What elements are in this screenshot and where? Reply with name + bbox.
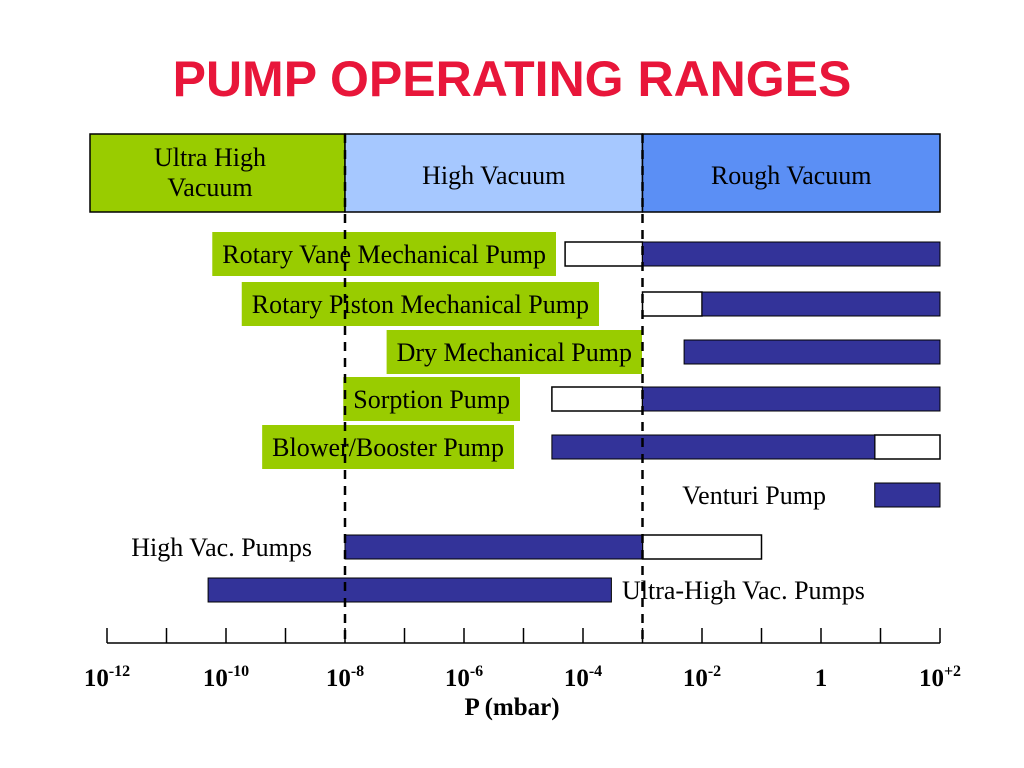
region-box xyxy=(344,133,644,213)
pump-label-box xyxy=(241,282,599,326)
pump-label-box xyxy=(386,330,642,374)
operating-range-bar xyxy=(642,386,941,412)
pump-row: Rotary Piston Mechanical Pump xyxy=(241,282,941,326)
operating-range-bar xyxy=(683,339,941,365)
x-tick-label: 10-6 xyxy=(445,663,483,692)
pump-label-box xyxy=(262,425,514,469)
extended-range-bar xyxy=(873,434,941,460)
extended-range-bar xyxy=(564,241,644,267)
region-box xyxy=(89,133,346,213)
x-tick-label: 1 xyxy=(815,665,828,692)
pump-label: Blower/Booster Pump xyxy=(272,433,504,462)
region-label: Rough Vacuum xyxy=(711,161,872,190)
pump-row: Blower/Booster Pump xyxy=(262,425,941,469)
pump-label-box xyxy=(343,377,520,421)
operating-range-bar xyxy=(701,291,941,317)
pump-label: Venturi Pump xyxy=(682,481,826,510)
region-box xyxy=(641,133,941,213)
x-tick-label: 10-12 xyxy=(84,663,130,692)
pump-row: Rotary Vane Mechanical Pump xyxy=(212,232,941,276)
pump-label-box xyxy=(212,232,556,276)
x-tick-label: 10-4 xyxy=(564,663,602,692)
pump-label: Ultra-High Vac. Pumps xyxy=(622,576,865,605)
pump-row: High Vac. Pumps xyxy=(131,533,763,562)
region-label: Ultra High Vacuum xyxy=(154,143,266,202)
pressure-axis: 10-12 10-10 10-8 10-6 10-4 10-2 1 10+2 xyxy=(84,628,961,692)
x-tick-label: 10-10 xyxy=(203,663,249,692)
operating-range-bar xyxy=(642,241,941,267)
vacuum-regions: Ultra High Vacuum High Vacuum Rough Vacuum xyxy=(89,133,941,213)
pump-label: Dry Mechanical Pump xyxy=(397,338,632,367)
operating-range-bar xyxy=(207,577,612,603)
pump-row: Ultra-High Vac. Pumps xyxy=(207,576,865,605)
pump-label: Rotary Piston Mechanical Pump xyxy=(252,290,589,319)
x-axis-label: P (mbar) xyxy=(464,694,559,721)
region-label: High Vacuum xyxy=(422,161,565,190)
pump-bars: Rotary Vane Mechanical Pump Rotary Piston… xyxy=(131,232,941,605)
pump-label: Sorption Pump xyxy=(353,385,510,414)
extended-range-bar xyxy=(641,291,703,317)
pump-label: High Vac. Pumps xyxy=(131,533,312,562)
pump-row: Dry Mechanical Pump xyxy=(386,330,941,374)
extended-range-bar xyxy=(551,386,644,412)
pump-row: Venturi Pump xyxy=(682,481,941,510)
pump-row: Sorption Pump xyxy=(343,377,941,421)
chart-title: PUMP OPERATING RANGES xyxy=(172,51,852,107)
x-tick-label: 10-2 xyxy=(683,663,721,692)
pump-label: Rotary Vane Mechanical Pump xyxy=(222,240,546,269)
region-boundaries xyxy=(343,134,644,644)
x-tick-label: 10-8 xyxy=(326,663,364,692)
operating-range-bar xyxy=(551,434,876,460)
extended-range-bar xyxy=(641,534,763,560)
operating-range-bar xyxy=(874,482,941,508)
x-tick-label: 10+2 xyxy=(919,663,961,692)
operating-range-bar xyxy=(344,534,643,560)
